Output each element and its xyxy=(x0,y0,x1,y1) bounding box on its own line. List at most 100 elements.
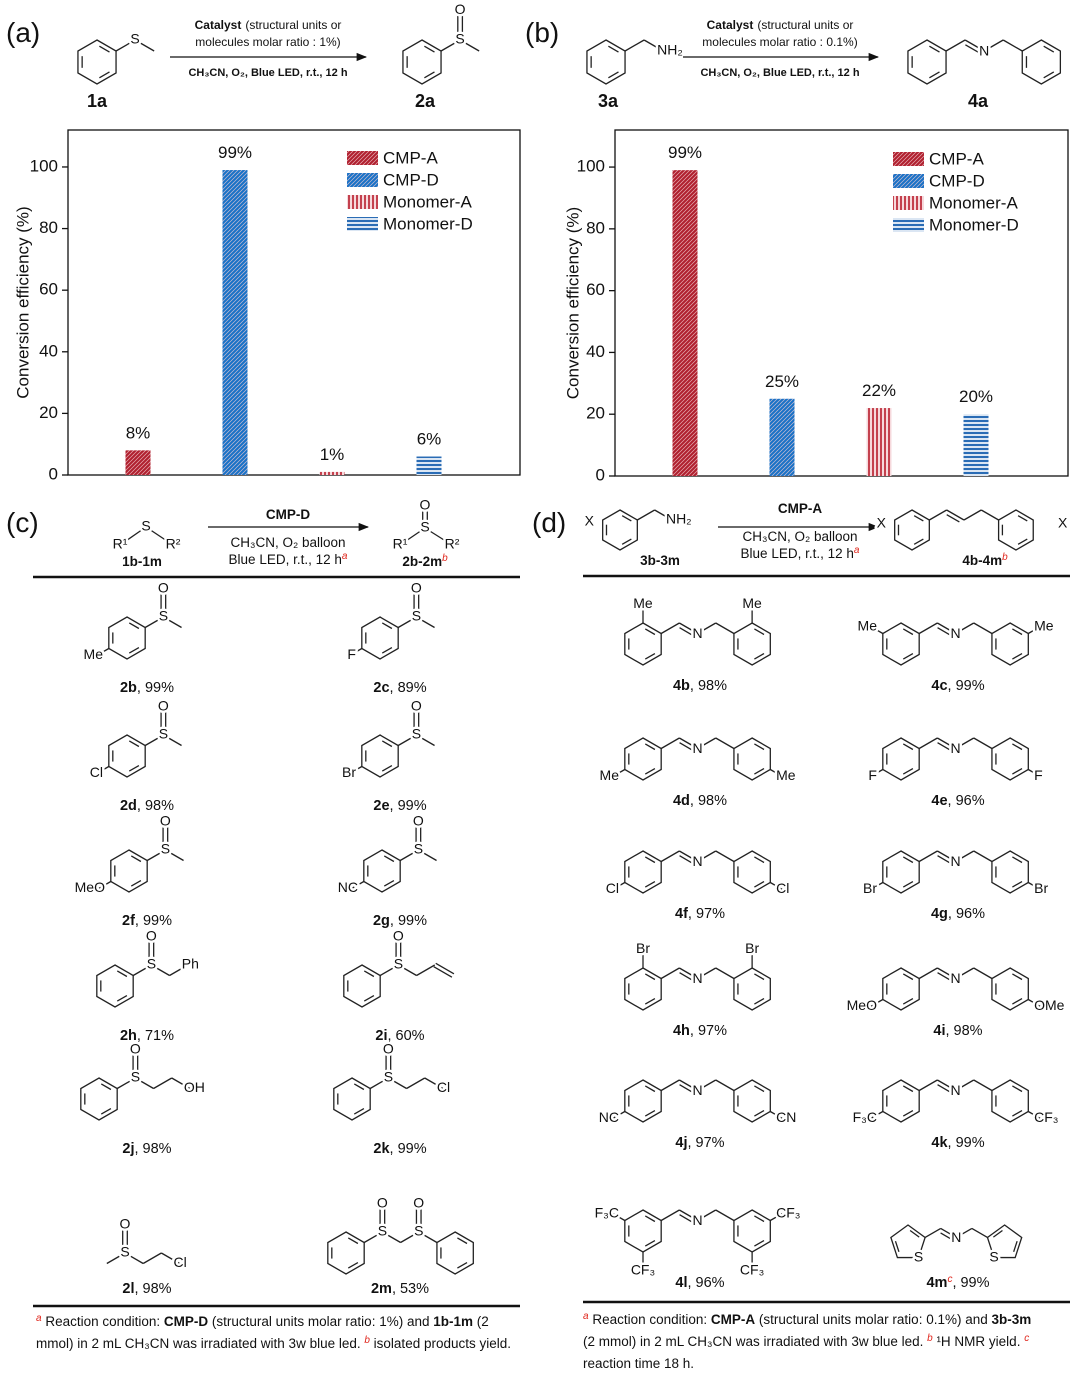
compound-yield: , 99% xyxy=(390,913,427,929)
atom-label: MeO xyxy=(75,879,105,895)
catalyst-note: (structural units or xyxy=(245,18,341,32)
bond xyxy=(973,622,993,635)
footnote-text: Reaction condition: xyxy=(42,1314,164,1329)
bond xyxy=(644,767,656,775)
ring xyxy=(997,509,1034,551)
bond xyxy=(940,1232,953,1241)
atom-label: Cl xyxy=(606,880,619,896)
bond xyxy=(144,734,164,747)
conditions: Blue LED, r.t., 12 ha xyxy=(229,551,348,568)
bond xyxy=(644,628,656,636)
compound-caption: 2i, 60% xyxy=(375,1028,424,1044)
panel-label: (b) xyxy=(525,17,559,48)
compound-id: 4h xyxy=(673,1023,690,1039)
bond xyxy=(418,1231,438,1244)
atom-label: O xyxy=(158,579,169,595)
bond xyxy=(608,71,619,79)
atom-label: NH₂ xyxy=(666,511,692,527)
atom-label: Br xyxy=(636,940,650,956)
y-tick-label: 40 xyxy=(586,342,605,361)
bond xyxy=(416,616,435,629)
atom-label: Me xyxy=(1034,617,1054,633)
bond xyxy=(99,45,110,53)
compound-yield: , 99% xyxy=(137,680,174,696)
value-label: 1% xyxy=(320,445,345,464)
bond xyxy=(660,850,680,863)
bond xyxy=(754,997,765,1005)
y-tick-label: 40 xyxy=(39,341,58,360)
catalyst: Catalyst (structural units or xyxy=(707,18,854,32)
bond xyxy=(894,1240,900,1253)
bond xyxy=(909,1229,920,1238)
footnote: mmol) in 2 mL CH₃CN was irradiated with … xyxy=(36,1335,511,1352)
bond xyxy=(715,737,735,750)
ring xyxy=(894,509,930,551)
legend-label: Monomer-A xyxy=(383,192,472,211)
bond xyxy=(937,967,956,980)
bond xyxy=(937,742,952,751)
bond xyxy=(144,616,164,629)
compound-id: 2g xyxy=(373,913,390,929)
ring xyxy=(361,616,399,660)
bond xyxy=(636,509,655,521)
bond xyxy=(416,964,436,977)
compound-id: 4j xyxy=(675,1135,687,1151)
bond xyxy=(644,1109,656,1117)
atom-label: S xyxy=(120,1244,129,1260)
bond xyxy=(937,1079,956,1092)
bond xyxy=(163,734,182,747)
conditions: CH₃CN, O₂, Blue LED, r.t., 12 h xyxy=(700,67,859,79)
bond xyxy=(381,646,393,654)
bond xyxy=(679,1079,698,1092)
y-tick-label: 60 xyxy=(39,280,58,299)
bond xyxy=(96,647,110,656)
conditions: CH₃CN, O₂, Blue LED, r.t., 12 h xyxy=(188,67,347,79)
compound-caption: 2l, 98% xyxy=(122,1281,171,1297)
compound-caption: 4f, 97% xyxy=(675,906,725,922)
footnote-text: mmol) in 2 mL CH₃CN was irradiated with … xyxy=(36,1336,364,1351)
bond xyxy=(928,509,947,521)
bond xyxy=(679,972,694,981)
y-tick-label: 0 xyxy=(596,465,605,484)
compound-id: 4m xyxy=(926,1275,947,1291)
y-tick-label: 60 xyxy=(586,280,605,299)
atom-label: O xyxy=(120,1215,131,1231)
atom-label: O xyxy=(146,927,157,943)
bond xyxy=(955,850,975,863)
bond xyxy=(929,71,940,79)
legend-swatch xyxy=(347,217,378,231)
bond xyxy=(660,737,680,750)
atom-label: X xyxy=(877,515,887,531)
bond xyxy=(654,509,673,521)
bond xyxy=(715,850,735,863)
footnote-text: 1b-1m xyxy=(433,1314,473,1329)
bond xyxy=(369,1077,389,1090)
bond xyxy=(643,39,664,52)
catalyst-name: Catalyst xyxy=(707,18,754,32)
bond xyxy=(940,1227,957,1239)
compound-yield: , 99% xyxy=(948,678,985,694)
atom-label: N xyxy=(692,1212,702,1228)
atom-label: F xyxy=(868,767,877,783)
footnote-text: (structural units molar ratio: 0.1%) and xyxy=(755,1312,991,1327)
bond xyxy=(132,964,152,977)
bond xyxy=(660,967,680,980)
compound-id: 2d xyxy=(120,798,137,814)
ring xyxy=(96,964,134,1008)
compound-yield: , 99% xyxy=(952,1275,989,1291)
atom-label: N xyxy=(950,625,960,641)
atom-label: S xyxy=(914,1248,923,1264)
ring xyxy=(882,622,920,666)
bond xyxy=(1017,538,1028,545)
ring xyxy=(991,622,1029,666)
compound-caption: 4j, 97% xyxy=(675,1135,724,1151)
bond xyxy=(679,627,694,636)
atom-label: CF₃ xyxy=(740,1261,764,1277)
ring xyxy=(991,737,1029,781)
atom-label: X xyxy=(585,513,595,529)
atom-label: Cl xyxy=(174,1254,187,1270)
ring xyxy=(733,1209,771,1253)
bond xyxy=(937,1084,952,1093)
bond xyxy=(457,1237,468,1245)
atom-label: N xyxy=(951,1229,961,1245)
